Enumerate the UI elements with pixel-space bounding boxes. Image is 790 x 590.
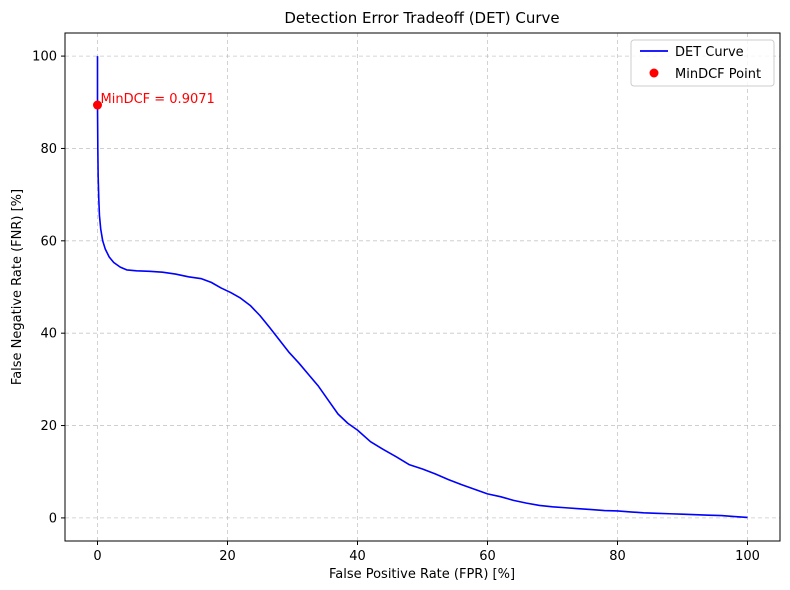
y-axis-ticks: 0 20 40 60 80 100 [32, 50, 65, 526]
x-tick-label: 60 [479, 549, 496, 564]
x-tick-label: 20 [219, 549, 236, 564]
mindcf-point-marker [93, 100, 102, 110]
grid [65, 33, 780, 541]
x-tick-label: 40 [349, 549, 366, 564]
mindcf-annotation: MinDCF = 0.9071 [101, 92, 215, 107]
y-tick-label: 80 [40, 142, 57, 157]
y-tick-label: 40 [40, 327, 57, 342]
legend: DET Curve MinDCF Point [630, 39, 775, 87]
det-curve-line [96, 56, 748, 519]
legend-label-mindcf-point: MinDCF Point [675, 67, 761, 82]
x-axis-label: False Positive Rate (FPR) [%] [329, 567, 515, 582]
legend-label-det-curve: DET Curve [675, 45, 744, 60]
legend-marker-swatch [649, 68, 659, 78]
x-tick-label: 0 [93, 549, 101, 564]
x-tick-label: 80 [609, 549, 626, 564]
plot-frame [64, 32, 781, 542]
y-tick-label: 60 [40, 234, 57, 249]
y-axis-label: False Negative Rate (FNR) [%] [10, 189, 25, 385]
x-tick-label: 100 [735, 549, 760, 564]
x-axis-ticks: 0 20 40 60 80 100 [93, 541, 760, 564]
plot-area: MinDCF = 0.9071 [93, 56, 748, 519]
y-tick-label: 0 [49, 511, 57, 526]
chart-title: Detection Error Tradeoff (DET) Curve [284, 9, 559, 27]
y-tick-label: 100 [32, 50, 57, 65]
y-tick-label: 20 [40, 419, 57, 434]
